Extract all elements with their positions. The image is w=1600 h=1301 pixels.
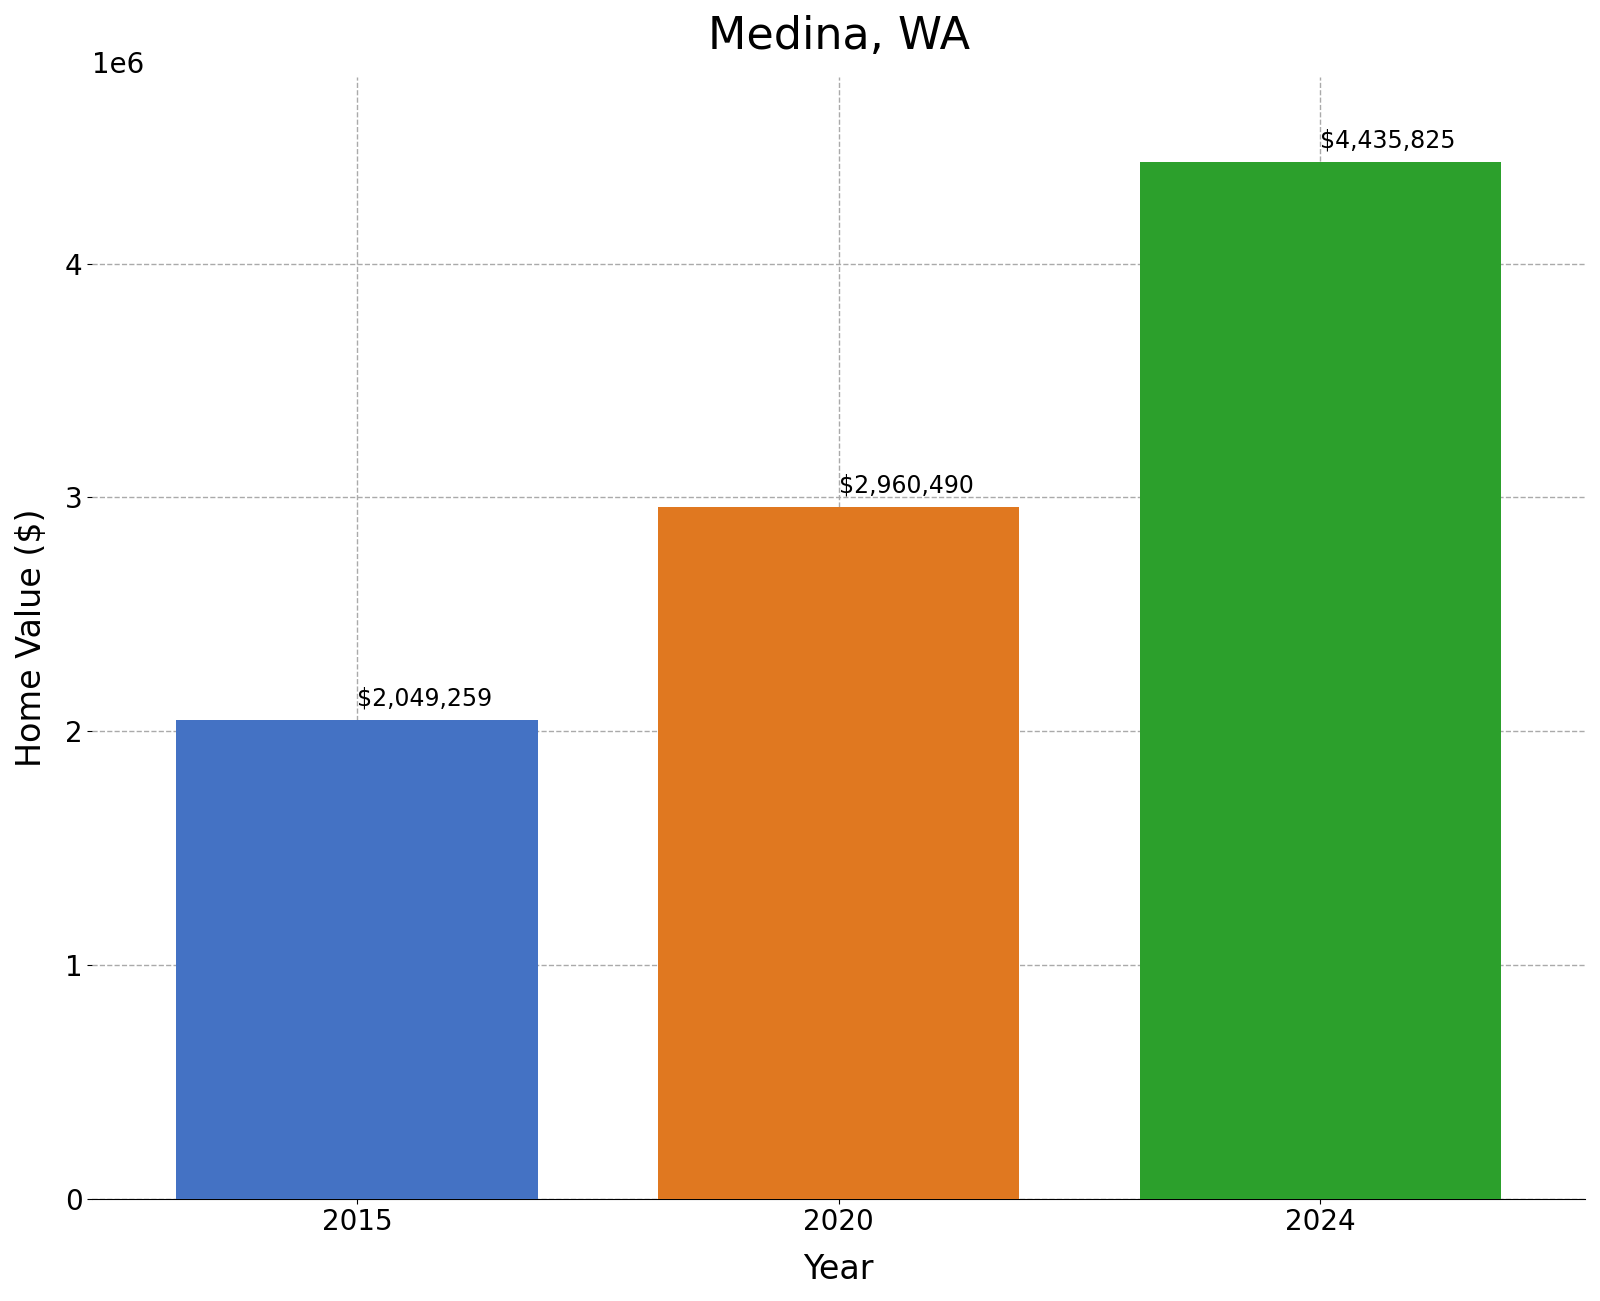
Bar bbox=[176, 719, 538, 1198]
X-axis label: Year: Year bbox=[803, 1253, 874, 1285]
Bar bbox=[658, 506, 1019, 1198]
Text: $4,435,825: $4,435,825 bbox=[1320, 129, 1456, 152]
Title: Medina, WA: Medina, WA bbox=[707, 16, 970, 59]
Text: $2,049,259: $2,049,259 bbox=[357, 687, 493, 710]
Y-axis label: Home Value ($): Home Value ($) bbox=[14, 509, 48, 768]
Text: $2,960,490: $2,960,490 bbox=[838, 474, 973, 497]
Bar bbox=[1139, 161, 1501, 1198]
